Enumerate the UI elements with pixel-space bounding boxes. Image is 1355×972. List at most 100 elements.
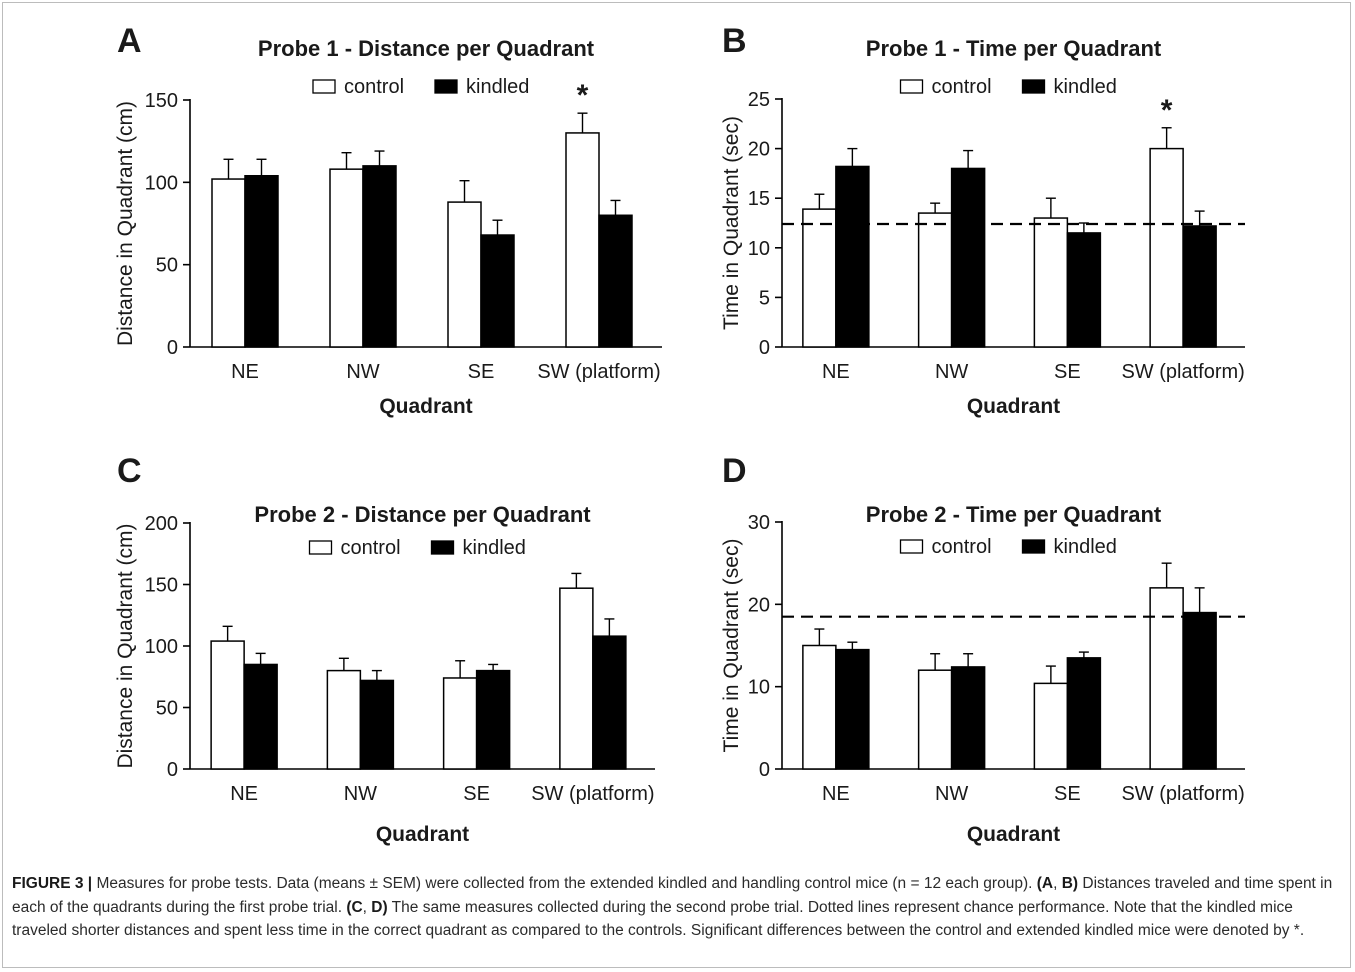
y-tick-label: 20 xyxy=(748,139,770,161)
bar-control xyxy=(917,212,953,348)
bar-control xyxy=(1033,217,1069,348)
caption-ref-comma-1: , xyxy=(1053,875,1062,892)
legend: control kindled xyxy=(899,536,1117,558)
bar-control xyxy=(802,208,837,348)
chart-title: Probe 2 - Time per Quadrant xyxy=(866,502,1162,527)
legend-swatch-control xyxy=(899,79,924,94)
y-axis-label: Distance in Quadrant (cm) xyxy=(114,101,137,346)
panel-letter-c: C xyxy=(117,452,142,490)
y-tick-label: 50 xyxy=(156,698,178,720)
legend-swatch-control xyxy=(899,539,924,554)
y-tick-label: 5 xyxy=(759,287,770,309)
bar-control xyxy=(442,677,478,770)
bar-kindled xyxy=(1182,611,1217,770)
y-tick-label: 20 xyxy=(748,594,770,616)
x-tick-label: NE xyxy=(822,361,850,383)
bar-kindled xyxy=(598,214,633,348)
bar-control xyxy=(559,587,594,770)
caption-ref-a: (A xyxy=(1036,875,1054,892)
x-tick-label: SE xyxy=(1054,361,1081,383)
y-tick-label: 150 xyxy=(145,575,178,597)
bar-kindled xyxy=(1066,232,1102,348)
caption-ref-c: (C xyxy=(346,898,363,916)
bar-kindled xyxy=(244,174,279,348)
bar-control xyxy=(1149,587,1184,770)
bar-control xyxy=(917,669,953,770)
bar-control xyxy=(211,178,246,348)
legend-label-kindled: kindled xyxy=(1054,76,1117,98)
x-tick-label: NE xyxy=(231,361,259,383)
legend-label-control: control xyxy=(932,76,992,98)
y-tick-label: 0 xyxy=(759,759,770,781)
legend: control kindled xyxy=(308,537,526,559)
x-tick-label: SW (platform) xyxy=(1121,783,1244,805)
y-tick-label: 10 xyxy=(748,238,770,260)
panel-c: C Probe 2 - Distance per Quadrant control k… xyxy=(114,452,655,846)
legend-label-kindled: kindled xyxy=(463,537,526,559)
legend-swatch-kindled xyxy=(1021,539,1046,554)
bar-control xyxy=(802,644,837,770)
x-tick-label: SE xyxy=(468,361,495,383)
x-axis-label: Quadrant xyxy=(967,823,1060,846)
legend-label-control: control xyxy=(341,537,401,559)
y-tick-label: 100 xyxy=(145,172,178,194)
bar-kindled xyxy=(475,669,511,770)
panel-letter-d: D xyxy=(722,452,747,490)
caption-line-2: Distances traveled and time spent in eac… xyxy=(12,875,1333,916)
bar-control xyxy=(329,168,364,348)
legend-swatch-control xyxy=(312,79,336,94)
figure-charts: A Probe 1 - Distance per Quadrant control k… xyxy=(114,22,1245,846)
bar-kindled xyxy=(243,663,278,770)
y-tick-label: 15 xyxy=(748,188,770,210)
y-tick-label: 100 xyxy=(145,636,178,658)
y-tick-label: 30 xyxy=(748,512,770,534)
panel-b: B Probe 1 - Time per Quadrant control kindl… xyxy=(720,22,1245,418)
panel-letter-a: A xyxy=(117,22,142,60)
bar-kindled xyxy=(362,165,397,348)
y-tick-label: 150 xyxy=(145,90,178,112)
y-tick-label: 0 xyxy=(167,337,178,359)
legend-label-kindled: kindled xyxy=(1054,536,1117,558)
panel-d: D Probe 2 - Time per Quadrant control kindl… xyxy=(720,452,1245,846)
legend-label-control: control xyxy=(932,536,992,558)
bar-kindled xyxy=(359,679,395,770)
bar-kindled xyxy=(480,234,515,348)
bar-control xyxy=(1033,682,1069,770)
caption-line-1: Measures for probe tests. Data (means ± … xyxy=(96,875,1037,892)
legend-swatch-control xyxy=(308,540,333,555)
bar-control xyxy=(447,201,482,348)
significance-marker: * xyxy=(1161,94,1173,127)
x-axis-label: Quadrant xyxy=(967,395,1060,418)
y-axis-label: Distance in Quadrant (cm) xyxy=(114,523,137,768)
caption-ref-comma-2: , xyxy=(362,898,372,916)
chart-title: Probe 1 - Distance per Quadrant xyxy=(258,36,595,61)
caption-separator: | xyxy=(83,875,97,892)
x-tick-label: NW xyxy=(344,783,377,805)
bar-control xyxy=(326,669,362,770)
x-tick-label: SW (platform) xyxy=(1121,361,1244,383)
legend: control kindled xyxy=(312,76,529,98)
caption-line-3: The same measures collected during the s… xyxy=(12,898,1305,940)
x-tick-label: SE xyxy=(463,783,490,805)
bar-control xyxy=(1149,147,1184,348)
x-axis-label: Quadrant xyxy=(376,823,469,846)
bar-kindled xyxy=(950,167,986,348)
caption-label: FIGURE 3 xyxy=(12,875,84,892)
bar-kindled xyxy=(950,666,986,770)
bar-kindled xyxy=(835,648,870,770)
bar-kindled xyxy=(1066,657,1102,770)
figure-caption: FIGURE 3 | Measures for probe tests. Dat… xyxy=(12,872,1342,943)
legend-label-kindled: kindled xyxy=(466,76,529,98)
x-tick-label: SE xyxy=(1054,783,1081,805)
y-tick-label: 0 xyxy=(167,759,178,781)
bar-control xyxy=(210,640,245,770)
caption-ref-d: D) xyxy=(371,898,388,916)
x-tick-label: NW xyxy=(935,783,968,805)
legend: control kindled xyxy=(899,76,1117,98)
x-axis-label: Quadrant xyxy=(379,395,472,418)
x-tick-label: NW xyxy=(935,361,968,383)
x-tick-label: SW (platform) xyxy=(531,783,654,805)
significance-marker: * xyxy=(577,79,589,112)
y-axis-label: Time in Quadrant (sec) xyxy=(720,539,743,753)
